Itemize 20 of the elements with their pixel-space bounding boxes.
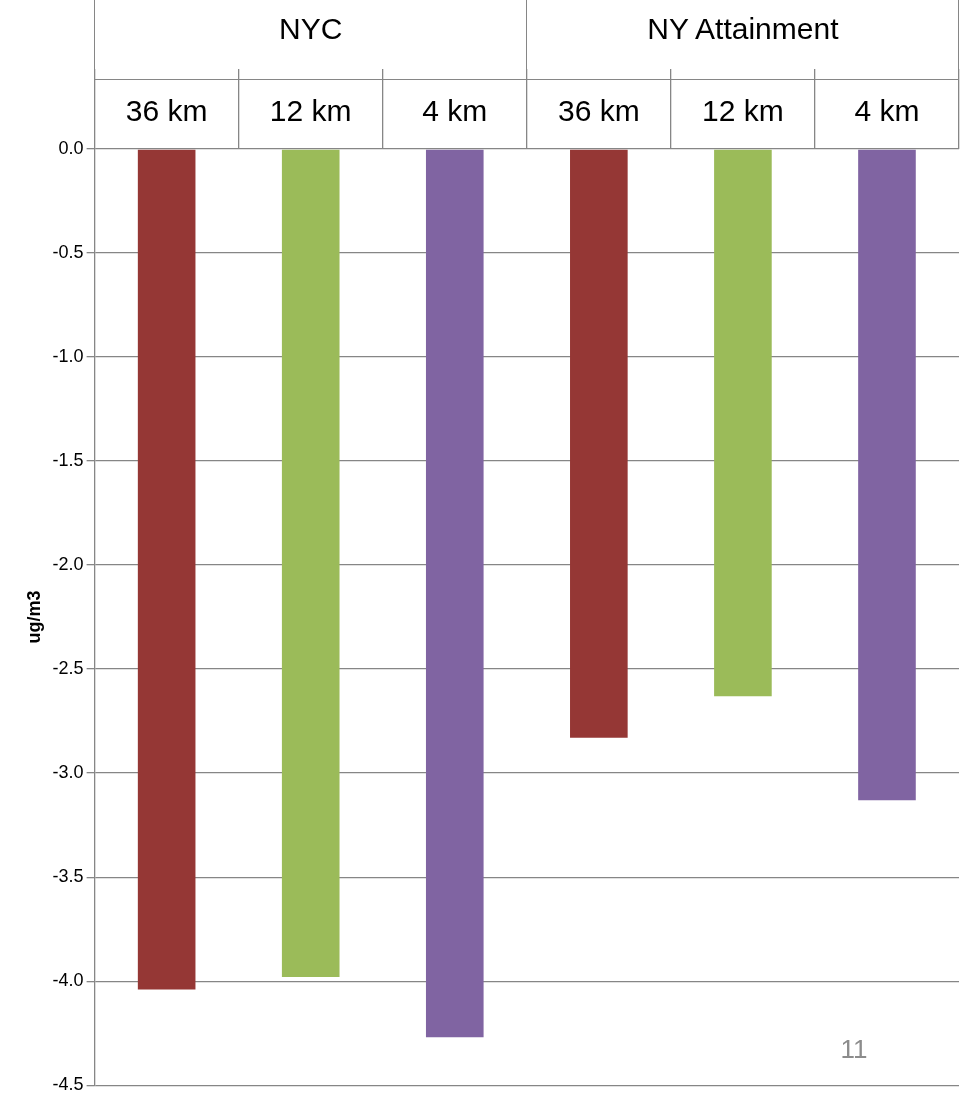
x-tick-label: 12 km xyxy=(702,94,784,128)
y-tick-label: -2.0 xyxy=(52,554,84,575)
x-tick-label: 4 km xyxy=(422,94,488,128)
y-tick-label: -0.5 xyxy=(52,241,84,262)
y-tick-label: -1.0 xyxy=(52,346,84,367)
y-tick-label: -2.5 xyxy=(52,658,84,679)
annotation: 11 xyxy=(840,1034,868,1065)
y-tick-label: 0.0 xyxy=(58,137,84,158)
y-tick-label: -3.0 xyxy=(52,762,84,783)
x-tick-label: 36 km xyxy=(125,94,208,128)
y-axis-title: ug/m3 xyxy=(23,590,44,644)
y-tick-label: -3.5 xyxy=(52,866,84,887)
text: NY Attainment xyxy=(527,0,960,80)
y-tick-label: -4.0 xyxy=(52,970,84,991)
y-tick-label: -1.5 xyxy=(52,450,84,471)
x-tick-label: 12 km xyxy=(269,94,352,128)
x-tick-label: 4 km xyxy=(854,94,920,128)
x-tick-label: 36 km xyxy=(557,94,640,128)
text: NYC xyxy=(95,0,528,80)
y-tick-label: -4.5 xyxy=(52,1074,84,1095)
